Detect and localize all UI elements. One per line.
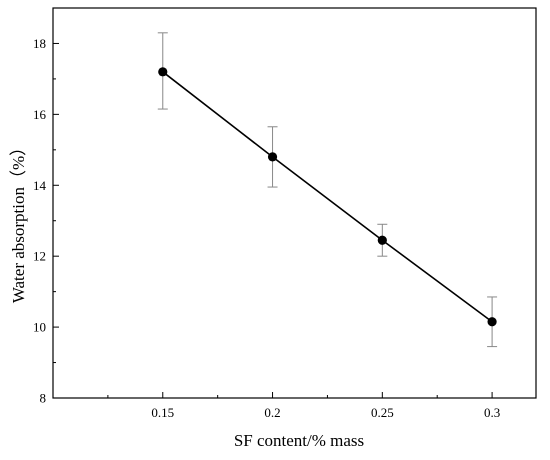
series-line: [162, 71, 493, 323]
data-point: [487, 317, 497, 327]
y-tick-label: 12: [33, 249, 46, 264]
x-tick-label: 0.2: [264, 405, 280, 420]
y-tick-label: 8: [40, 391, 47, 406]
y-tick-label: 16: [33, 107, 47, 122]
x-axis-title: SF content/% mass: [234, 431, 364, 450]
x-tick-label: 0.3: [484, 405, 500, 420]
plot-frame: [52, 7, 537, 399]
data-point: [267, 152, 278, 162]
y-tick-label: 10: [33, 320, 46, 335]
y-tick-label: 14: [33, 178, 47, 193]
data-point: [377, 235, 387, 245]
data-point: [158, 67, 168, 77]
x-tick-label: 0.25: [371, 405, 394, 420]
y-axis-title: Water absorption（%）: [9, 139, 28, 303]
y-tick-label: 18: [33, 36, 46, 51]
x-tick-label: 0.15: [151, 405, 174, 420]
plot-area: 0.15 0.2 0.25 0.3 8 10 12 14 16 18: [33, 7, 537, 420]
